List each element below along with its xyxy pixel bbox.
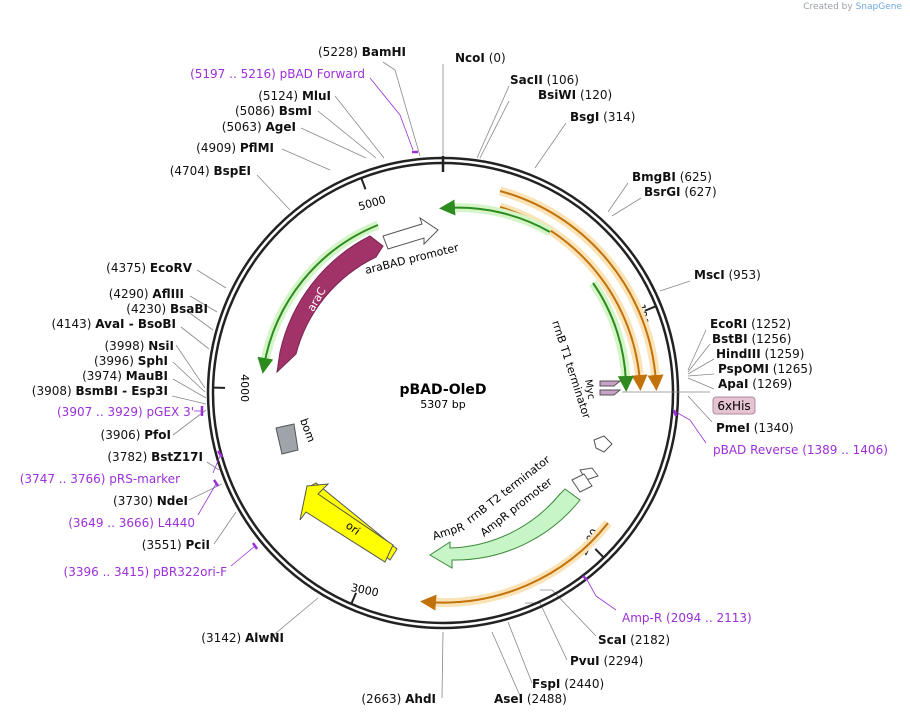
restriction-site-label: PvuI (2294) [570,654,643,668]
restriction-site-label: (4143) AvaI - BsoBI [52,317,176,331]
restriction-site-label: MscI (953) [694,268,761,282]
primer-label: (5197 .. 5216) pBAD Forward [190,67,365,81]
restriction-site-label: BsrGI (627) [644,185,717,199]
restriction-site-label: BstBI (1256) [712,332,791,346]
primer-label: (3747 .. 3766) pRS-marker [20,472,180,486]
restriction-site-label: BsgI (314) [570,110,635,124]
label-bom: bom [297,417,318,444]
restriction-site-label: (3730) NdeI [113,494,188,508]
feature-rrnb-t1 [593,435,613,453]
restriction-site-label: (4230) BsaBI [126,302,208,316]
restriction-site-label: (3974) MauBI [82,369,168,383]
restriction-site-label: ApaI (1269) [718,377,792,391]
restriction-site-label: (5124) MluI [258,89,331,103]
feature-myc [599,380,622,387]
tick-line [644,305,657,312]
site-labels: (5228) BamHI NcoI (0) SacII (106)BsiWI (12… [20,45,888,706]
tick-line [360,177,367,190]
restriction-site-label: (5086) BsmI [235,104,312,118]
tick-label: 4000 [238,374,251,402]
restriction-site-label: EcoRI (1252) [710,317,791,331]
primer-label: Amp-R (2094 .. 2113) [622,611,752,625]
tick-label: 3000 [350,581,380,600]
tick-line [594,548,605,559]
feature-ampr [429,488,581,569]
restriction-site-label: (5063) AgeI [222,120,296,134]
orf-arcs [257,186,664,611]
label-ampr: AmpR [431,520,467,543]
primer-label: (3396 .. 3415) pBR322ori-F [64,565,228,579]
restriction-site-label: (3996) SphI [94,354,168,368]
snapgene-credit: Created by SnapGene [803,2,902,12]
tick-line [350,592,357,605]
primer-leaders [194,77,707,611]
restriction-site-label: PmeI (1340) [716,421,794,435]
restriction-site-label: (3551) PciI [142,538,210,552]
restriction-site-label: (4290) AflIII [109,287,184,301]
restriction-site-label: AseI (2488) [494,692,567,706]
label-myc: Myc [582,379,596,401]
feature-bom [275,423,299,455]
label-rrnb-t1: rrnB T1 terminator [549,319,593,421]
tick-label: 5000 [357,193,387,213]
restriction-site-label: (4909) PflMI [196,141,274,155]
restriction-site-label: BmgBI (625) [632,170,712,184]
plasmid-name: pBAD-OleD [399,382,486,398]
primer-label: pBAD Reverse (1389 .. 1406) [713,443,888,457]
his-tag-badge [712,396,756,415]
restriction-site-label: (2663) AhdI [361,692,436,706]
restriction-site-label: SacII (106) [510,73,579,87]
feature-arac [276,235,384,374]
credit-prefix: Created by [803,2,853,12]
primer-label: (3649 .. 3666) L4440 [68,516,195,530]
restriction-site-label: FspI (2440) [532,677,604,691]
restriction-site-label: (3906) PfoI [101,428,171,442]
restriction-site-label: (5228) BamHI [318,45,406,59]
label-6xhis: 6xHis [717,399,750,413]
restriction-site-label: NcoI (0) [455,51,506,65]
feature-ampr-promoter [571,473,593,493]
restriction-site-label: BsiWI (120) [538,88,612,102]
restriction-site-label: (3998) NsiI [105,339,175,353]
feature-myc-b [599,389,622,396]
restriction-site-label: PspOMI (1265) [718,362,813,376]
restriction-site-label: ScaI (2182) [598,633,670,647]
restriction-site-label: (3782) BstZ17I [107,450,203,464]
restriction-site-label: (4375) EcoRV [106,261,193,275]
leader-lines [171,61,715,699]
feature-arabad-promoter [382,216,439,250]
plasmid-size: 5307 bp [420,398,465,411]
primer-label: (3907 .. 3929) pGEX 3' [57,405,194,419]
restriction-site-label: HindIII (1259) [716,347,804,361]
restriction-site-label: (4704) BspEI [170,164,251,178]
features [275,216,710,569]
primer-marks [200,150,678,581]
restriction-site-label: (3908) BsmBI - Esp3I [32,384,168,398]
restriction-site-label: (3142) AlwNI [201,631,284,645]
snapgene-logo: SnapGene [855,2,902,12]
feature-ori-body [299,483,394,563]
